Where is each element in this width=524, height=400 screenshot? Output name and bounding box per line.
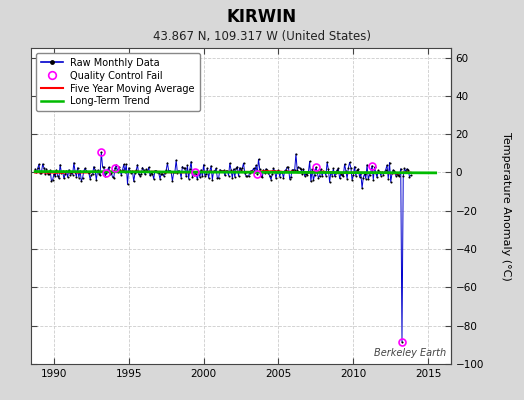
Y-axis label: Temperature Anomaly (°C): Temperature Anomaly (°C): [500, 132, 510, 280]
Text: 43.867 N, 109.317 W (United States): 43.867 N, 109.317 W (United States): [153, 30, 371, 43]
Legend: Raw Monthly Data, Quality Control Fail, Five Year Moving Average, Long-Term Tren: Raw Monthly Data, Quality Control Fail, …: [36, 53, 200, 111]
Text: KIRWIN: KIRWIN: [227, 8, 297, 26]
Text: Berkeley Earth: Berkeley Earth: [374, 348, 446, 358]
